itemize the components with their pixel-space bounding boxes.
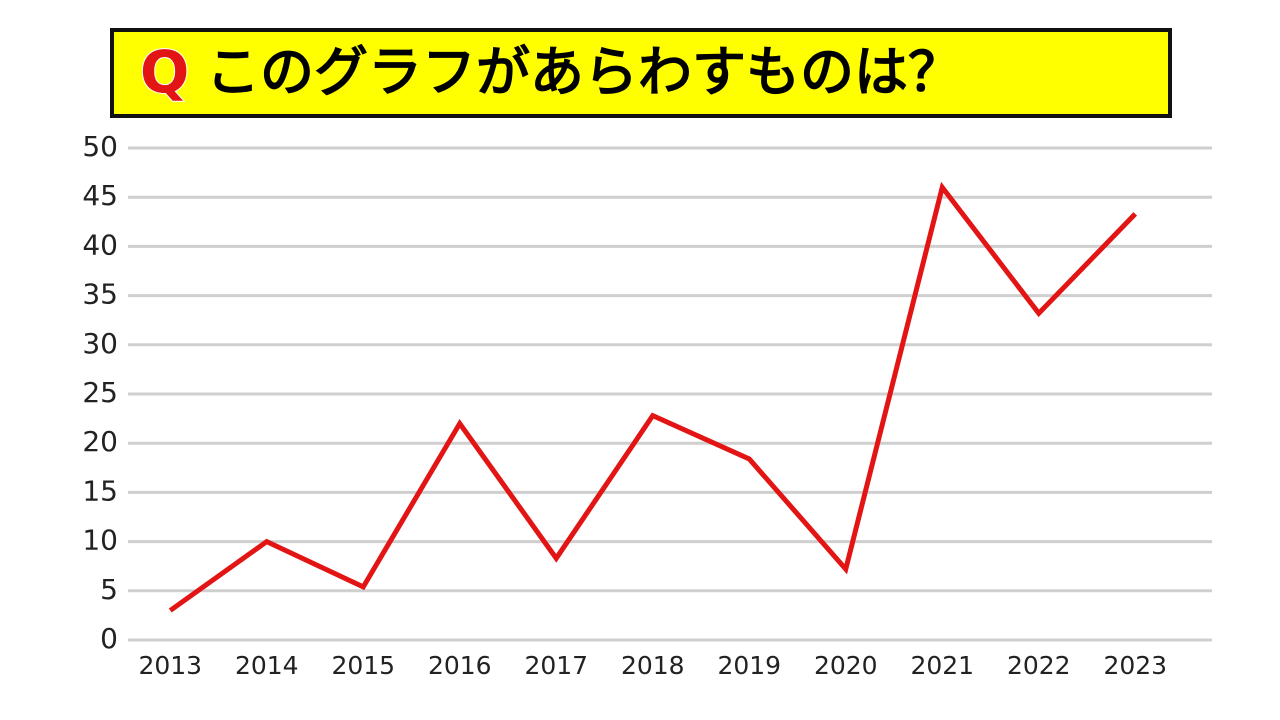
- x-tick-label: 2017: [524, 651, 588, 680]
- y-tick-label: 5: [100, 573, 118, 606]
- y-tick-label: 30: [82, 327, 118, 360]
- x-tick-label: 2018: [621, 651, 685, 680]
- chart-title: このグラフがあらわすものは？: [206, 41, 962, 104]
- x-tick-label: 2014: [235, 651, 299, 680]
- x-tick-label: 2021: [910, 651, 974, 680]
- y-tick-label: 35: [82, 278, 118, 311]
- y-tick-label: 25: [82, 376, 118, 409]
- y-tick-label: 45: [82, 179, 118, 212]
- title-marker: Q: [140, 38, 189, 106]
- y-tick-label: 10: [82, 524, 118, 557]
- data-line: [168, 181, 1138, 613]
- x-tick-label: 2016: [428, 651, 492, 680]
- x-tick-label: 2013: [138, 651, 202, 680]
- x-tick-label: 2022: [1007, 651, 1071, 680]
- y-tick-label: 20: [82, 425, 118, 458]
- x-tick-label: 2019: [717, 651, 781, 680]
- x-tick-label: 2015: [331, 651, 395, 680]
- title-box: [110, 28, 1172, 118]
- x-tick-label: 2020: [814, 651, 878, 680]
- y-tick-label: 50: [82, 130, 118, 163]
- x-tick-label: 2023: [1103, 651, 1167, 680]
- y-tick-label: 0: [100, 622, 118, 655]
- y-tick-label: 15: [82, 474, 118, 507]
- y-tick-label: 40: [82, 228, 118, 261]
